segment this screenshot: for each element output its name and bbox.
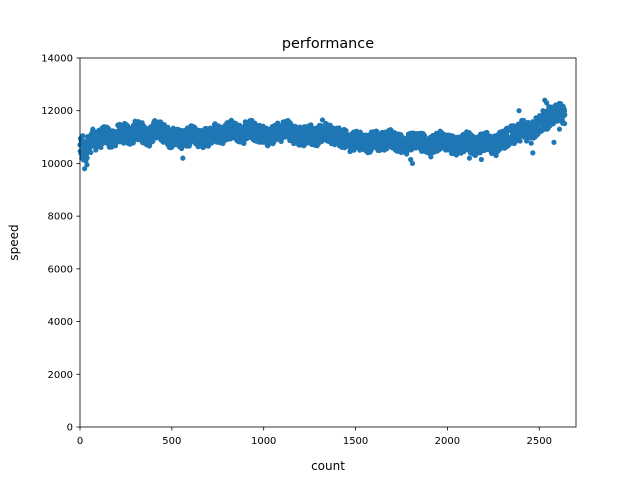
data-point	[84, 162, 90, 168]
data-point	[428, 154, 434, 160]
y-tick-label: 8000	[48, 212, 73, 223]
scatter-points	[77, 97, 568, 172]
data-point	[80, 133, 86, 139]
data-point	[478, 156, 484, 163]
data-point	[561, 108, 568, 114]
y-axis-label: speed	[7, 224, 21, 260]
x-tick-label: 2000	[435, 436, 460, 447]
data-point	[544, 100, 550, 106]
data-point	[121, 140, 127, 146]
data-point	[180, 155, 186, 161]
y-tick-label: 0	[67, 423, 73, 434]
data-point	[421, 132, 428, 139]
data-point	[466, 155, 473, 161]
x-axis: 0 500 1000 1500 2000 2500	[77, 427, 552, 447]
data-point	[528, 140, 534, 146]
x-axis-label: count	[311, 459, 345, 473]
data-point	[409, 160, 416, 167]
data-point	[557, 102, 563, 109]
data-point	[81, 166, 88, 172]
y-tick-label: 2000	[48, 370, 73, 381]
data-point	[408, 156, 414, 163]
data-point	[79, 155, 85, 161]
data-point	[327, 129, 333, 135]
data-point	[187, 141, 193, 147]
data-point	[546, 104, 552, 110]
data-point	[530, 150, 536, 156]
x-tick-label: 1500	[343, 436, 368, 447]
x-tick-label: 1000	[251, 436, 276, 447]
data-point	[523, 138, 530, 144]
plot-frame	[79, 57, 577, 428]
y-tick-label: 6000	[48, 264, 73, 275]
x-tick-label: 500	[162, 436, 181, 447]
data-point	[537, 116, 543, 122]
x-tick-label: 0	[77, 436, 83, 447]
data-point	[556, 126, 563, 132]
x-tick-label: 2500	[527, 436, 552, 447]
data-point	[562, 120, 568, 127]
chart-title: performance	[282, 36, 374, 52]
data-point	[493, 152, 499, 159]
y-tick-label: 10000	[41, 159, 73, 170]
data-point	[83, 158, 89, 164]
data-point	[88, 149, 94, 156]
data-point	[555, 113, 561, 119]
data-point	[525, 119, 531, 126]
data-point	[319, 117, 326, 123]
data-point	[551, 139, 557, 145]
y-tick-label: 14000	[41, 54, 73, 65]
data-point	[98, 144, 104, 151]
data-point	[90, 126, 96, 132]
y-axis: 0 2000 4000 6000 8000 10000 12000 14000	[41, 54, 80, 434]
data-point	[132, 118, 138, 124]
y-tick-label: 4000	[48, 317, 73, 328]
data-point	[562, 112, 568, 118]
data-point	[516, 108, 522, 114]
y-tick-label: 12000	[41, 106, 73, 117]
data-point	[517, 138, 523, 144]
